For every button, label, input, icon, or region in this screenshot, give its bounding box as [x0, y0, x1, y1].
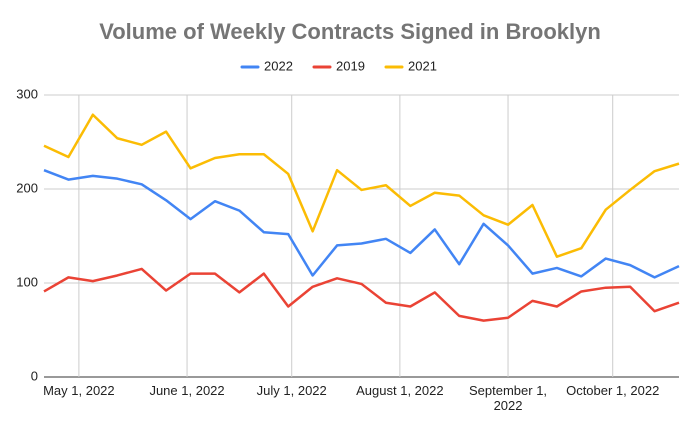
x-tick-label: July 1, 2022 — [256, 383, 327, 398]
chart-title: Volume of Weekly Contracts Signed in Bro… — [99, 19, 601, 44]
series-line — [43, 267, 680, 322]
series-line — [43, 169, 680, 279]
y-tick-label: 200 — [16, 180, 38, 195]
x-tick-label: May 1, 2022 — [43, 383, 115, 398]
legend-label: 2021 — [408, 58, 437, 73]
legend-label: 2019 — [336, 58, 365, 73]
series-line — [43, 113, 680, 258]
x-tick-label: October 1, 2022 — [566, 383, 660, 398]
y-tick-label: 100 — [16, 274, 38, 289]
y-tick-label: 300 — [16, 86, 38, 101]
x-tick-label: August 1, 2022 — [356, 383, 444, 398]
x-tick-label: June 1, 2022 — [149, 383, 225, 398]
x-tick-label: September 1, 2022 — [469, 383, 548, 413]
legend-label: 2022 — [264, 58, 293, 73]
y-tick-label: 0 — [31, 368, 38, 383]
